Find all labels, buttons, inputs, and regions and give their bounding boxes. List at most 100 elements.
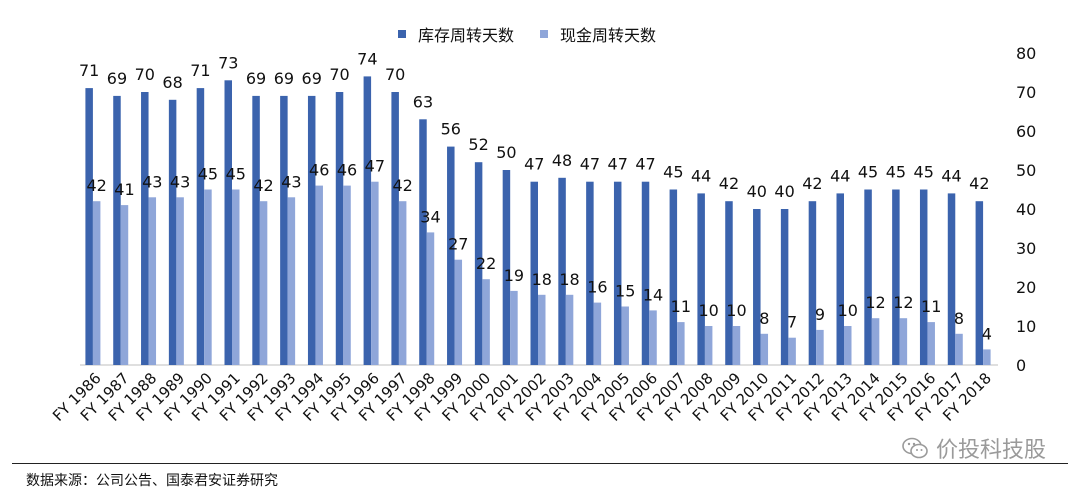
bar-cash: [565, 294, 574, 365]
bar-cash: [871, 318, 880, 365]
data-label-cash: 47: [365, 157, 385, 176]
y-tick-label: 80: [1016, 44, 1036, 63]
bar-cash: [510, 290, 518, 365]
y-tick-label: 20: [1016, 278, 1036, 297]
bar-inventory: [280, 95, 288, 366]
data-label-inventory: 45: [858, 163, 878, 182]
footer-divider: [12, 463, 1068, 464]
data-label-cash: 10: [698, 301, 718, 320]
data-label-inventory: 42: [802, 174, 822, 193]
chart-legend: 库存周转天数 现金周转天数: [398, 22, 682, 46]
bar-cash: [232, 189, 240, 365]
bar-inventory: [613, 181, 622, 365]
data-label-cash: 4: [982, 324, 992, 343]
data-label-cash: 14: [643, 285, 663, 304]
watermark-text: 价投科技股: [935, 438, 1046, 463]
y-tick-label: 40: [1016, 200, 1036, 219]
bar-cash: [398, 201, 407, 365]
bar-cash: [371, 181, 379, 365]
data-label-inventory: 47: [635, 155, 655, 174]
bar-cash: [287, 197, 296, 365]
bar-inventory: [558, 177, 566, 365]
data-label-cash: 43: [170, 172, 190, 191]
watermark: 价投科技股: [902, 432, 1046, 464]
data-label-cash: 8: [954, 309, 964, 328]
bar-inventory: [669, 189, 678, 365]
bar-inventory: [836, 193, 844, 365]
data-label-inventory: 68: [162, 73, 182, 92]
bar-inventory: [224, 80, 232, 366]
bar-inventory: [975, 201, 984, 365]
bar-cash: [899, 318, 908, 365]
data-label-inventory: 56: [441, 120, 461, 139]
bar-cash: [259, 201, 268, 365]
source-note: 数据来源：公司公告、国泰君安证券研究: [26, 473, 278, 489]
data-label-cash: 10: [726, 301, 746, 320]
data-label-cash: 42: [253, 176, 273, 195]
bar-inventory: [502, 170, 511, 365]
y-tick-label: 70: [1016, 83, 1036, 102]
bar-inventory: [252, 95, 260, 366]
data-label-cash: 46: [309, 161, 329, 180]
bar-cash: [176, 197, 184, 365]
bar-cash: [315, 185, 323, 365]
data-label-inventory: 69: [302, 69, 322, 88]
data-label-inventory: 63: [413, 92, 433, 111]
data-label-inventory: 50: [496, 143, 516, 162]
data-label-inventory: 71: [79, 61, 99, 80]
data-label-inventory: 69: [274, 69, 294, 88]
wechat-icon: [902, 437, 928, 459]
bar-cash: [454, 259, 463, 365]
bar-inventory: [947, 193, 956, 365]
bar-inventory: [919, 189, 928, 365]
bar-cash: [204, 189, 212, 365]
data-label-inventory: 44: [941, 166, 961, 185]
data-label-cash: 27: [448, 235, 468, 254]
legend-label-inventory: 库存周转天数: [418, 26, 515, 45]
data-label-inventory: 45: [886, 163, 906, 182]
bar-inventory: [474, 162, 483, 365]
data-label-inventory: 52: [468, 135, 488, 154]
data-label-cash: 12: [865, 293, 885, 312]
data-label-inventory: 45: [663, 163, 683, 182]
bar-inventory: [697, 193, 705, 365]
data-label-inventory: 44: [691, 166, 711, 185]
legend-swatch-cash: [540, 30, 549, 38]
bar-inventory: [753, 209, 761, 365]
data-label-inventory: 48: [552, 151, 572, 170]
data-label-cash: 41: [114, 180, 134, 199]
y-tick-label: 60: [1016, 122, 1036, 141]
bar-cash: [983, 349, 991, 365]
data-label-inventory: 74: [357, 49, 377, 68]
legend-item-cash: 现金周转天数: [540, 22, 656, 46]
data-label-inventory: 47: [580, 155, 600, 174]
bar-inventory: [530, 181, 538, 365]
bar-cash: [593, 302, 602, 365]
data-label-cash: 16: [587, 278, 607, 297]
bar-cash: [927, 322, 935, 365]
data-label-cash: 34: [420, 207, 440, 226]
data-label-cash: 18: [559, 270, 579, 289]
data-label-cash: 12: [893, 293, 913, 312]
bar-cash: [704, 326, 713, 365]
data-label-inventory: 47: [608, 155, 628, 174]
bar-cash: [120, 205, 129, 365]
bar-inventory: [808, 201, 817, 365]
data-label-inventory: 40: [747, 182, 767, 201]
data-label-cash: 43: [142, 172, 162, 191]
bar-cash: [343, 185, 351, 365]
data-label-cash: 8: [759, 309, 769, 328]
data-label-inventory: 69: [107, 69, 127, 88]
data-label-inventory: 45: [914, 163, 934, 182]
data-label-cash: 43: [281, 172, 301, 191]
data-label-cash: 45: [226, 165, 246, 184]
data-label-inventory: 47: [524, 155, 544, 174]
data-label-cash: 19: [504, 266, 524, 285]
bar-inventory: [864, 189, 872, 365]
y-tick-label: 30: [1016, 239, 1036, 258]
bar-cash: [148, 197, 157, 365]
bar-cash: [844, 326, 852, 365]
bar-inventory: [586, 181, 594, 365]
data-label-cash: 10: [838, 301, 858, 320]
data-label-inventory: 73: [218, 53, 238, 72]
